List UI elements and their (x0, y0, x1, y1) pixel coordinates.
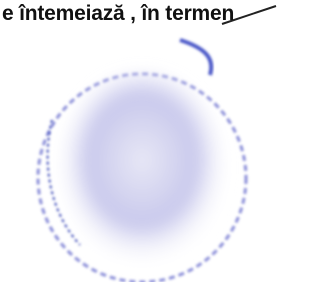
stamp-arc (180, 40, 211, 75)
stamp-blur (60, 72, 224, 268)
text-line: e întemeiază , în termen (2, 2, 234, 26)
stamp-art (0, 0, 280, 282)
document-page: e întemeiază , în termen (0, 0, 280, 282)
